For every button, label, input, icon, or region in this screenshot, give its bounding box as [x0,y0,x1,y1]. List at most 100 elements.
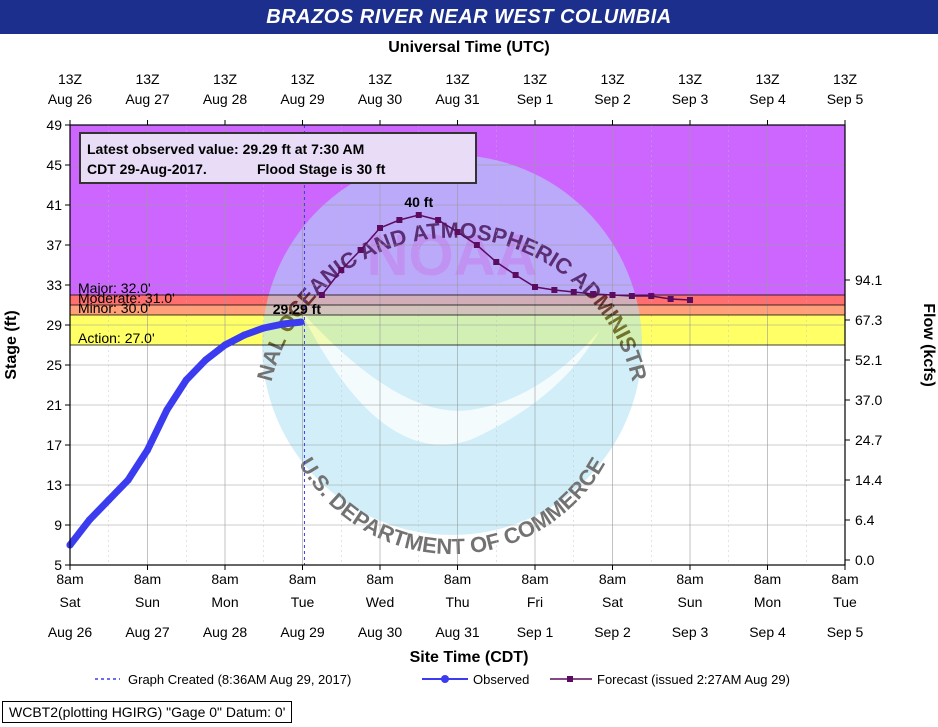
left-tick-label: 21 [46,397,62,413]
top-tick-date: Sep 4 [749,91,786,107]
series-layer: 40 ft 29.29 ft [66,125,693,565]
bottom-tick-time: 8am [366,571,393,587]
gage-datum-footer: WCBT2(plotting HGIRG) "Gage 0" Datum: 0' [2,701,293,723]
top-tick-hour: 13Z [755,71,780,87]
axes: 49 45 41 37 33 29 25 21 17 13 9 5 94.1 67.3 52.1 37.0 24… [46,71,882,640]
top-tick-hour: 13Z [58,71,83,87]
bottom-tick-date: Aug 30 [358,624,403,640]
bottom-tick-date: Sep 2 [594,624,631,640]
forecast-point [532,284,538,290]
left-tick-label: 49 [46,117,62,133]
observed-point [297,318,305,326]
threshold-label: Major: 32.0' [78,280,151,296]
observed-point [105,496,113,504]
top-tick-date: Sep 2 [594,91,631,107]
bottom-tick-date: Aug 29 [280,624,325,640]
left-tick-label: 33 [46,277,62,293]
top-tick-date: Sep 5 [827,91,864,107]
forecast-point [377,225,383,231]
right-tick-label: 52.1 [855,352,882,368]
legend-forecast-label: Forecast (issued 2:27AM Aug 29) [597,672,790,687]
crest-label: 40 ft [404,194,433,210]
forecast-point [454,229,461,235]
right-axis-title: Flow (kcfs) [920,303,937,387]
left-tick-label: 45 [46,157,62,173]
forecast-point [435,217,442,223]
right-tick-label: 14.4 [855,472,882,488]
observed-point [221,341,229,349]
bottom-tick-time: 8am [676,571,703,587]
forecast-point [512,272,519,278]
threshold-label: Moderate: 31.0' [78,290,175,306]
watermark-bird [300,310,600,445]
forecast-point [338,267,345,273]
bottom-tick-date: Sep 1 [517,624,554,640]
bottom-tick-time: 8am [831,571,858,587]
top-tick-date: Aug 31 [435,91,480,107]
bottom-tick-time: 8am [56,571,83,587]
legend-forecast-marker [567,676,573,682]
bottom-tick-weekday: Sun [135,594,160,610]
flood-stage-text: Flood Stage is 30 ft [257,161,386,177]
legend: Graph Created (8:36AM Aug 29, 2017) Obse… [95,672,790,687]
observed-point [260,324,268,332]
right-tick-label: 67.3 [855,312,882,328]
top-tick-date: Sep 1 [517,91,554,107]
left-tick-label: 29 [46,317,62,333]
left-axis-title: Stage (ft) [3,310,20,379]
forecast-point [687,297,693,303]
forecast-point [357,247,364,253]
forecast-point [570,289,577,295]
right-tick-label: 24.7 [855,432,882,448]
top-tick-hour: 13Z [445,71,470,87]
forecast-point [396,217,403,223]
bottom-tick-weekday: Sat [59,594,80,610]
bottom-tick-date: Sep 4 [749,624,786,640]
legend-observed-marker [441,675,449,683]
forecast-point [667,296,674,302]
forecast-point [415,212,422,218]
bottom-tick-time: 8am [754,571,781,587]
bottom-tick-weekday: Mon [211,594,238,610]
right-tick-label: 94.1 [855,272,882,288]
top-tick-hour: 13Z [600,71,625,87]
observed-point [182,376,190,384]
legend-observed-label: Observed [473,672,529,687]
bottom-tick-date: Sep 3 [672,624,709,640]
top-tick-hour: 13Z [290,71,315,87]
top-tick-date: Aug 28 [203,91,248,107]
bottom-tick-weekday: Tue [291,594,315,610]
forecast-point [493,259,500,265]
top-tick-date: Aug 30 [358,91,403,107]
latest-observed-label: 29.29 ft [273,301,322,317]
bottom-tick-weekday: Mon [754,594,781,610]
forecast-point [648,293,655,299]
left-tick-label: 5 [54,557,62,573]
bottom-tick-time: 8am [599,571,626,587]
top-tick-hour: 13Z [213,71,238,87]
bottom-tick-date: Aug 26 [48,624,93,640]
latest-value-line1: Latest observed value: 29.29 ft at 7:30 … [87,141,364,157]
observed-point [144,446,151,454]
bottom-axis-title: Site Time (CDT) [410,649,529,666]
bottom-tick-date: Aug 27 [125,624,170,640]
forecast-point [318,292,325,298]
bottom-tick-time: 8am [444,571,471,587]
top-tick-hour: 13Z [368,71,393,87]
top-axis-title: Universal Time (UTC) [388,39,550,56]
observed-point [279,320,287,328]
bottom-tick-time: 8am [521,571,548,587]
legend-created-label: Graph Created (8:36AM Aug 29, 2017) [128,672,351,687]
bottom-tick-time: 8am [134,571,161,587]
left-tick-label: 37 [46,237,62,253]
left-tick-label: 13 [46,477,62,493]
forecast-point [473,242,480,248]
bottom-tick-weekday: Sun [678,594,703,610]
forecast-line [321,214,691,301]
observed-point [163,406,171,414]
bottom-tick-weekday: Thu [445,594,469,610]
bottom-tick-time: 8am [289,571,316,587]
left-tick-label: 9 [54,517,62,533]
forecast-point [590,291,597,297]
hydrograph-chart: NOAA NATIONAL OCEANIC AND ATMOSPHERIC AD… [0,34,937,687]
